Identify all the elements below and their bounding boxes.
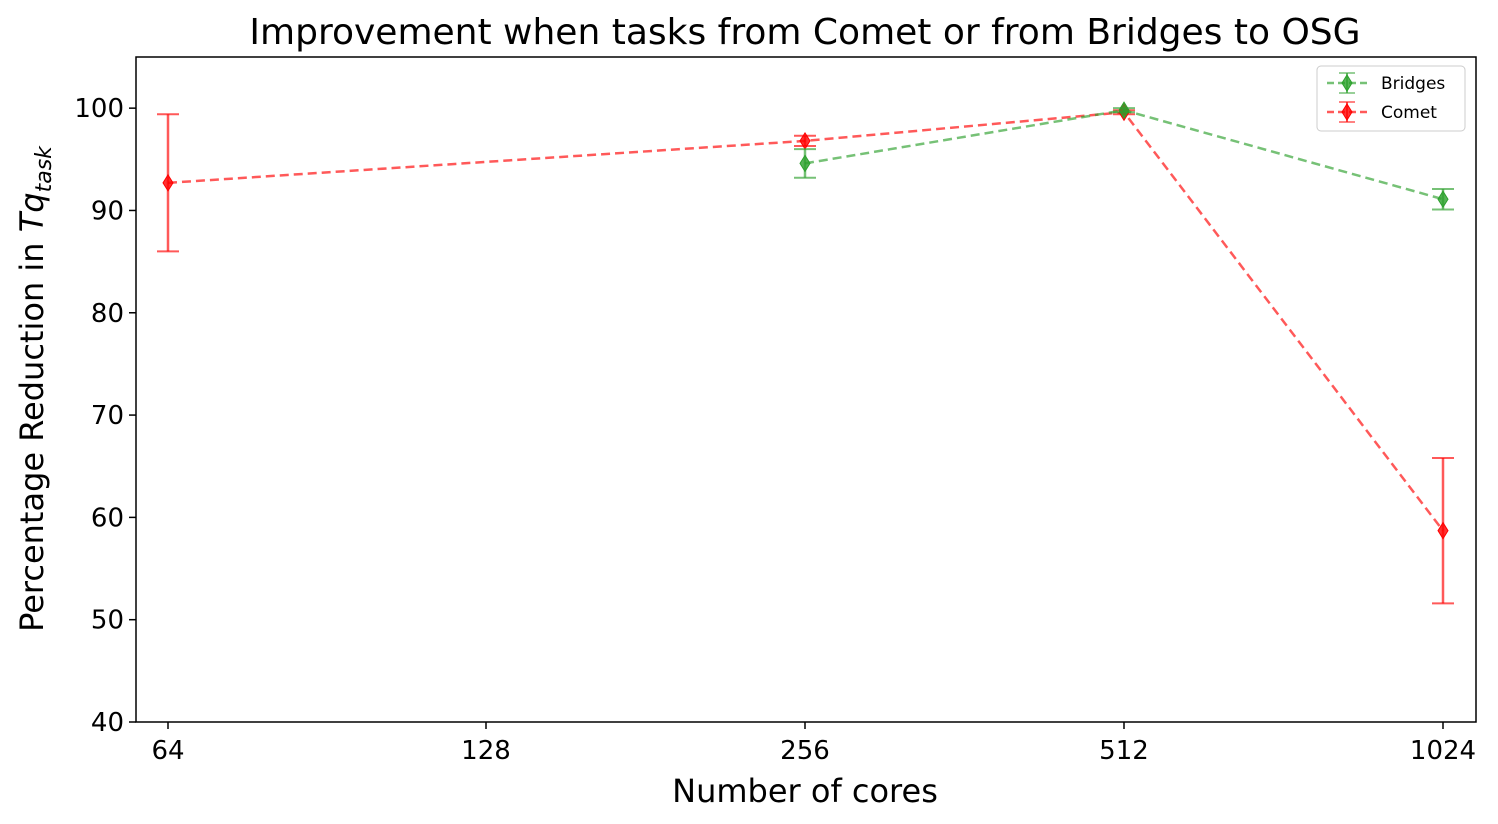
series-line xyxy=(167,110,1444,532)
x-axis-label: Number of cores xyxy=(672,772,938,810)
data-point xyxy=(1437,190,1449,209)
y-axis-label-math: Tq xyxy=(13,192,51,232)
data-point xyxy=(1437,521,1449,540)
y-tick-label: 40 xyxy=(91,708,124,738)
plot-area-frame xyxy=(135,56,1477,723)
y-axis-label: Percentage Reduction in Tqtask xyxy=(13,145,57,632)
x-tick-label: 64 xyxy=(151,736,184,766)
x-tick-label: 1024 xyxy=(1410,736,1476,766)
data-point xyxy=(799,154,811,173)
chart-title: Improvement when tasks from Comet or fro… xyxy=(249,12,1360,53)
legend-item-bridges: Bridges xyxy=(1327,72,1445,94)
data-point xyxy=(162,173,174,192)
y-tick-label: 80 xyxy=(91,299,124,329)
series-layer xyxy=(157,101,1454,605)
x-tick-label: 256 xyxy=(780,736,830,766)
legend-marker xyxy=(1341,103,1353,121)
y-tick-label: 50 xyxy=(91,606,124,636)
y-tick-label: 100 xyxy=(74,94,124,124)
legend-items: Bridges Comet xyxy=(1327,72,1445,123)
y-tick-label: 70 xyxy=(91,401,124,431)
x-tick-label: 512 xyxy=(1099,736,1149,766)
y-axis-ticks: 40 50 60 70 80 90 100 xyxy=(74,94,136,738)
series-comet xyxy=(157,103,1454,605)
legend-item-comet: Comet xyxy=(1327,101,1437,123)
x-tick-label: 128 xyxy=(461,736,511,766)
y-tick-label: 60 xyxy=(91,503,124,533)
series-bridges xyxy=(794,101,1454,211)
legend-marker xyxy=(1341,74,1353,92)
y-tick-label: 90 xyxy=(91,196,124,226)
x-axis-ticks: 64 128 256 512 1024 xyxy=(151,722,1476,766)
legend: Bridges Comet xyxy=(1316,65,1466,132)
y-axis-label-main: Percentage Reduction in xyxy=(13,232,51,632)
y-axis-label-subscript: task xyxy=(32,145,57,193)
legend-label: Comet xyxy=(1381,103,1437,123)
legend-label: Bridges xyxy=(1381,74,1445,94)
data-point xyxy=(1118,101,1130,120)
